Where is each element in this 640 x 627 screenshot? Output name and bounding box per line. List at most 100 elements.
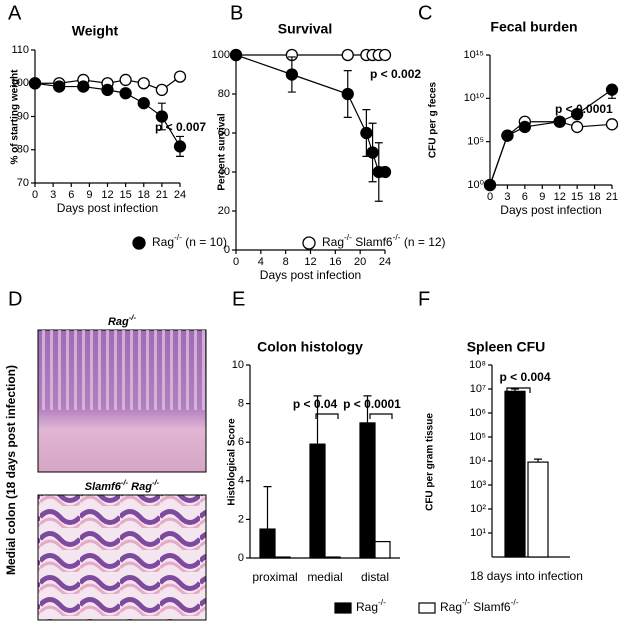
bar [309, 443, 326, 559]
legend-marker [302, 236, 316, 250]
annotation: p < 0.004 [499, 370, 550, 384]
legend-label: Rag-/- (n = 10) [152, 232, 227, 249]
histology-panel: D Medial colon (18 days post infection) … [4, 288, 207, 621]
data-point [173, 140, 187, 153]
x-tick-label: 3 [50, 189, 56, 201]
x-tick-label: 12 [304, 256, 316, 268]
data-point [28, 77, 42, 90]
x-tick-label: 9 [86, 189, 92, 201]
y-tick-label: 110 [11, 44, 29, 56]
legend-marker [334, 602, 352, 614]
data-point [378, 165, 392, 179]
data-point [285, 68, 299, 81]
x-tick-label: 3 [504, 191, 510, 203]
chart-title: Survival [278, 21, 332, 37]
x-tick-label: 16 [329, 256, 341, 268]
x-tick-label: 24 [379, 256, 391, 268]
data-point [378, 48, 392, 62]
error-bar [263, 485, 272, 530]
y-tick-label: 10⁶ [469, 407, 486, 419]
x-tick-label: 15 [571, 191, 583, 203]
x-tick-label: 8 [283, 256, 289, 268]
y-tick-label: 0 [238, 552, 244, 564]
data-point [119, 87, 132, 100]
y-tick-label: 10⁷ [470, 383, 486, 395]
y-tick-label: 10⁵ [467, 136, 484, 148]
x-tick-label: 12 [101, 189, 113, 201]
side-label: Medial colon (18 days post infection) [4, 365, 18, 575]
y-tick-label: 10³ [470, 479, 486, 491]
y-tick-label: 40 [218, 166, 230, 178]
x-tick-label: 15 [120, 189, 132, 201]
chart-title: Fecal burden [490, 19, 577, 35]
y-tick-label: 10⁸ [469, 359, 486, 371]
x-tick-label: 9 [539, 191, 545, 203]
series-line [235, 54, 385, 173]
panel-letter: D [8, 288, 22, 310]
x-tick-label: 20 [354, 256, 366, 268]
y-tick-label: 60 [218, 127, 230, 139]
x-tick-label: 18 days into infection [470, 569, 583, 583]
significance-bracket [315, 413, 339, 419]
data-point [341, 87, 354, 101]
annotation: p < 0.007 [155, 120, 206, 134]
data-point [366, 146, 379, 159]
histology-texture [38, 330, 206, 410]
x-tick-label: proximal [252, 570, 297, 584]
y-tick-label: 80 [17, 144, 29, 156]
x-tick-label: 18 [588, 191, 600, 203]
data-point [605, 118, 619, 131]
y-tick-label: 10¹⁵ [464, 49, 484, 61]
y-tick-label: 2 [238, 513, 244, 525]
x-tick-label: 21 [606, 191, 618, 203]
y-tick-label: 10⁵ [469, 431, 486, 443]
x-tick-label: 0 [487, 191, 493, 203]
panel-letter: A [8, 2, 22, 24]
data-point [483, 178, 497, 192]
data-point [360, 126, 373, 140]
legend-label: Rag-/- [356, 597, 386, 614]
y-tick-label: 20 [218, 205, 230, 217]
bar [374, 540, 391, 559]
x-tick-label: 6 [68, 189, 74, 201]
data-point [137, 77, 150, 90]
y-tick-label: 10¹ [470, 527, 486, 539]
data-point [119, 73, 132, 87]
data-point [605, 83, 619, 96]
x-tick-label: 4 [258, 256, 264, 268]
bar [274, 556, 291, 559]
x-axis-label: Days post infection [260, 268, 361, 282]
bar [324, 556, 341, 559]
y-axis-label: % of starting weight [10, 69, 21, 165]
y-tick-label: 0 [224, 244, 230, 256]
bar [359, 422, 376, 559]
x-axis-label: Days post infection [57, 201, 158, 215]
panel-letter: C [418, 2, 432, 24]
y-tick-label: 10² [470, 503, 486, 515]
x-tick-label: 21 [156, 189, 168, 201]
y-axis-label: CFU per g feces [428, 81, 439, 158]
data-point [77, 80, 90, 93]
data-point [101, 83, 114, 97]
y-tick-label: 10⁴ [469, 455, 486, 467]
y-tick-label: 10⁰ [467, 179, 484, 191]
error-bar [313, 395, 322, 445]
data-point [570, 107, 584, 121]
y-tick-label: 4 [238, 475, 244, 487]
y-axis-label: Percent survival [217, 113, 228, 190]
x-tick-label: medial [307, 570, 342, 584]
error-bar [363, 395, 372, 423]
data-point [229, 48, 243, 62]
legend-marker [418, 602, 436, 614]
x-tick-label: 18 [138, 189, 150, 201]
x-tick-label: 0 [32, 189, 38, 201]
panel-letter: E [232, 288, 245, 310]
legend-label: Rag-/- Slamf6-/- (n = 12) [322, 232, 446, 249]
y-tick-label: 10 [232, 359, 244, 371]
data-point [341, 48, 354, 62]
annotation: p < 0.002 [370, 67, 421, 81]
legend-marker [132, 236, 146, 250]
y-tick-label: 10¹⁰ [464, 92, 485, 104]
y-tick-label: 100 [11, 77, 29, 89]
